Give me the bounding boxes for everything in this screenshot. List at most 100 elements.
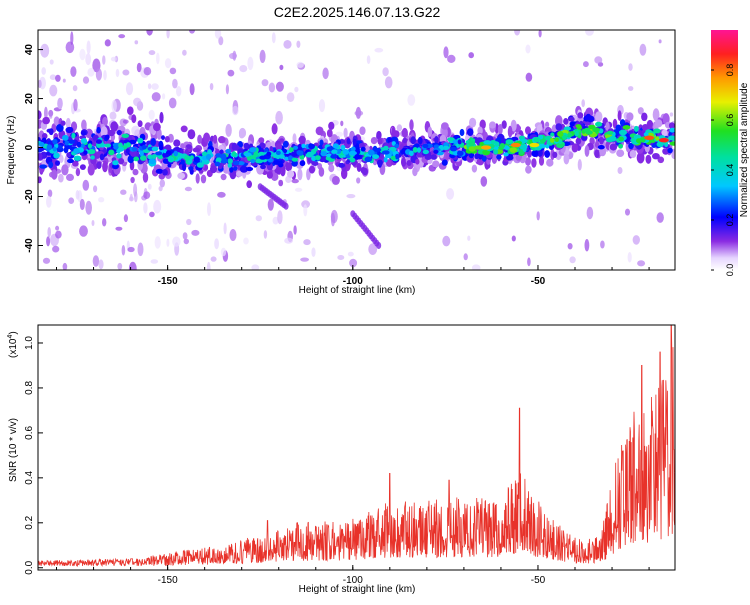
heatmap-hotspot <box>510 142 521 148</box>
heatmap-cell <box>550 132 555 137</box>
heatmap-cell <box>52 138 58 145</box>
spectrogram-frame <box>37 29 676 271</box>
figure-title: C2E2.2025.146.07.13.G22 <box>274 4 441 20</box>
heatmap-speckle <box>189 30 195 34</box>
heatmap-cell <box>385 153 392 159</box>
heatmap-speckle <box>98 197 105 203</box>
heatmap-speckle <box>154 236 161 249</box>
heatmap-speckle <box>117 262 123 270</box>
heatmap-cell <box>501 120 507 129</box>
heatmap-speckle <box>656 212 664 223</box>
heatmap-speckle <box>293 225 297 235</box>
heatmap-cell <box>246 180 252 189</box>
heatmap-cell <box>112 160 119 166</box>
heatmap-cell <box>68 139 75 144</box>
heatmap-speckle <box>136 62 142 73</box>
heatmap-speckle <box>229 229 237 241</box>
heatmap-cell <box>315 126 324 136</box>
heatmap-speckle <box>123 214 128 223</box>
spectrogram-ylabel: Frequency (Hz) <box>6 116 17 185</box>
heatmap-speckle <box>586 206 594 220</box>
heatmap-speckle <box>102 218 107 227</box>
heatmap-cell <box>633 125 639 132</box>
heatmap-cell <box>258 137 265 144</box>
heatmap-cell <box>595 111 603 123</box>
heatmap-cell <box>471 164 478 173</box>
heatmap-cell <box>229 166 234 173</box>
heatmap-speckle <box>70 31 74 45</box>
heatmap-cell <box>258 151 265 157</box>
heatmap-cell <box>544 150 551 158</box>
heatmap-speckle <box>182 49 187 56</box>
heatmap-cell <box>130 176 135 184</box>
colorbar-label: Normalized spectral amplitude <box>739 82 750 217</box>
heatmap-cell <box>597 145 605 150</box>
heatmap-speckle <box>511 235 516 242</box>
heatmap-cell <box>450 146 457 152</box>
heatmap-speckle <box>442 235 451 247</box>
heatmap-speckle <box>283 40 292 49</box>
heatmap-cell <box>151 146 159 152</box>
heatmap-speckle <box>275 110 283 125</box>
heatmap-speckle <box>443 46 449 59</box>
heatmap-cell <box>220 173 227 181</box>
heatmap-cell <box>159 179 165 188</box>
heatmap-cell <box>146 140 153 146</box>
heatmap-cell <box>499 143 505 149</box>
heatmap-cell <box>297 168 303 181</box>
heatmap-cell <box>279 138 285 143</box>
heatmap-speckle <box>354 110 364 116</box>
heatmap-speckle <box>294 86 299 93</box>
y-tick-label: -20 <box>24 189 35 204</box>
heatmap-cell <box>562 134 568 140</box>
heatmap-cell <box>180 125 188 133</box>
heatmap-cell <box>46 144 53 151</box>
snr-multiplier: (x104) <box>7 331 19 358</box>
heatmap-cell <box>158 145 164 151</box>
heatmap-speckle <box>639 43 647 56</box>
heatmap-speckle <box>85 53 92 66</box>
heatmap-speckle <box>407 94 416 106</box>
heatmap-cell <box>364 156 373 163</box>
heatmap-speckle <box>38 79 42 89</box>
heatmap-cell <box>128 139 137 145</box>
heatmap-speckle <box>168 97 177 109</box>
heatmap-speckle <box>259 49 266 64</box>
heatmap-cell <box>575 124 582 129</box>
heatmap-speckle <box>189 83 195 96</box>
heatmap-speckle <box>166 30 170 39</box>
snr-panel: -150 -100 -50 0.0 0.2 0.4 0.6 0.8 1.0 Height of … <box>7 324 676 595</box>
heatmap-cell <box>406 160 412 166</box>
heatmap-cell <box>519 144 526 150</box>
heatmap-cell <box>236 170 243 177</box>
heatmap-cell <box>278 179 284 187</box>
colorbar-tick-label: 0.8 <box>725 64 735 77</box>
heatmap-speckle <box>128 261 137 270</box>
x-tick-label: -50 <box>531 276 546 287</box>
heatmap-speckle <box>335 131 344 137</box>
heatmap-cell <box>93 185 98 193</box>
snr-y-tick-label: 0.4 <box>24 470 35 484</box>
heatmap-speckle <box>91 220 95 226</box>
heatmap-cell <box>197 134 203 144</box>
heatmap-cell <box>83 150 88 155</box>
heatmap-cell <box>79 164 86 171</box>
heatmap-cell <box>282 148 288 154</box>
heatmap-cell <box>410 136 417 145</box>
heatmap-speckle <box>525 44 531 54</box>
heatmap-cell <box>66 173 74 181</box>
heatmap-speckle <box>133 97 142 107</box>
heatmap-cell <box>430 154 437 160</box>
snr-y-tick-label: 1.0 <box>24 336 35 350</box>
heatmap-speckle <box>166 238 170 247</box>
heatmap-cell <box>645 154 652 164</box>
heatmap-cell <box>331 149 338 154</box>
heatmap-speckle <box>525 72 533 82</box>
heatmap-cell <box>39 164 48 169</box>
heatmap-cell <box>239 132 245 139</box>
heatmap-speckle <box>207 202 211 217</box>
heatmap-cell <box>342 149 350 155</box>
heatmap-cell <box>314 155 321 161</box>
heatmap-cell <box>308 143 315 149</box>
heatmap-cell <box>63 147 69 154</box>
